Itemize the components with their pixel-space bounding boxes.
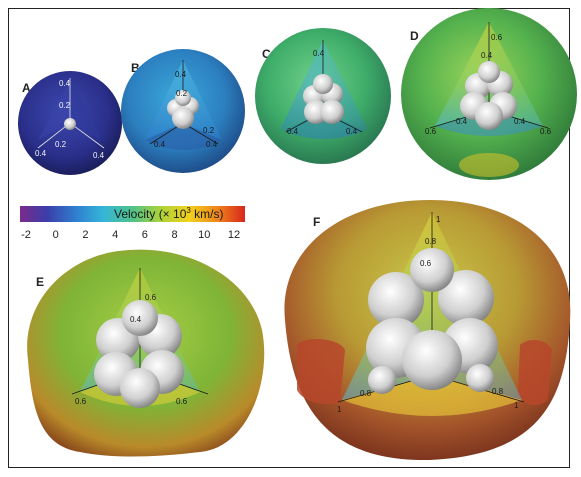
panel-a-ejecta (64, 118, 76, 130)
panel-b-label-1: 0.4 (175, 70, 187, 79)
panel-d-ejecta (460, 61, 517, 130)
panel-f-label-5: 0.8 (360, 389, 372, 398)
colorbar-tick-label: 12 (228, 229, 240, 241)
panel-c-label-3: 0.4 (346, 127, 358, 136)
colorbar-tick-label: 4 (112, 229, 118, 241)
panel-f: F 1 0.8 0.6 1 0.8 (284, 200, 571, 461)
panel-f-ejecta (366, 248, 498, 394)
panel-a-label-5: 0.4 (35, 149, 47, 158)
panel-c-label-2: 0.4 (287, 127, 299, 136)
panel-f-label-4: 1 (337, 405, 342, 414)
panel-d-label-4: 0.4 (456, 117, 468, 126)
panel-c: C 0.4 0.4 0.4 (255, 28, 391, 164)
colorbar-tick-label: 8 (172, 229, 178, 241)
panel-f-label-7: 1 (514, 401, 519, 410)
panel-a-label-1: 0.4 (59, 79, 71, 88)
panel-d-label-1: 0.6 (491, 33, 503, 42)
panel-e: E 0.6 0.4 0.6 0.6 (27, 249, 265, 457)
panel-e-ejecta (94, 300, 184, 408)
panel-b-letter: B (131, 61, 140, 75)
panel-a-label-3: 0.2 (55, 140, 67, 149)
panel-f-label-2: 0.8 (425, 237, 437, 246)
panel-b: B 0.4 0.2 0.4 0.2 0.4 (121, 49, 245, 173)
panel-e-label-3: 0.6 (75, 397, 87, 406)
panel-e-label-4: 0.6 (176, 397, 188, 406)
panel-d-label-6: 0.6 (540, 127, 552, 136)
colorbar-ticks: -2 0 2 4 6 8 10 12 (21, 229, 240, 241)
colorbar-tick-label: 10 (198, 229, 210, 241)
panel-d-hotspot (459, 153, 519, 177)
colorbar-tick-label: 0 (53, 229, 59, 241)
panel-f-label-3: 0.6 (420, 259, 432, 268)
panel-f-label-1: 1 (436, 215, 441, 224)
colorbar-tick-label: 6 (142, 229, 148, 241)
panel-f-notch-right (518, 339, 552, 406)
panel-e-label-2: 0.4 (130, 315, 142, 324)
colorbar-tick-label: -2 (21, 229, 31, 241)
panel-b-label-5: 0.4 (206, 140, 218, 149)
panel-f-letter: F (313, 215, 320, 229)
panel-a-label-2: 0.2 (59, 101, 71, 110)
panel-d-label-5: 0.4 (514, 117, 526, 126)
panel-a-wedge (38, 80, 70, 140)
panel-b-label-2: 0.2 (176, 89, 188, 98)
panel-c-letter: C (262, 47, 271, 61)
panel-b-label-4: 0.2 (203, 126, 215, 135)
panel-f-notch-left (297, 338, 345, 405)
colorbar-tick-label: 2 (82, 229, 88, 241)
panel-b-label-3: 0.4 (154, 140, 166, 149)
panel-e-letter: E (36, 275, 44, 289)
panel-a: A 0.4 0.2 0.2 0.4 0.4 (18, 71, 122, 175)
colorbar-gradient (20, 206, 245, 222)
figure-frame (8, 8, 570, 468)
panel-d-label-2: 0.4 (481, 51, 493, 60)
panel-d-label-3: 0.6 (425, 127, 437, 136)
panel-b-base (145, 123, 222, 150)
panel-c-base (282, 112, 366, 139)
panel-c-ejecta (303, 74, 344, 124)
panel-a-label-4: 0.4 (93, 151, 105, 160)
panel-b-ejecta (167, 90, 199, 129)
panel-f-label-6: 0.8 (492, 387, 504, 396)
panel-a-wedge-2 (70, 80, 102, 140)
panel-d-letter: D (410, 29, 419, 43)
colorbar: Velocity (× 103 km/s) -2 0 2 4 6 8 10 12 (20, 206, 245, 241)
panel-a-axes (37, 78, 105, 149)
panel-d: D 0.6 0.4 0.6 0.4 0.4 0.6 (401, 8, 577, 180)
panel-e-label-1: 0.6 (145, 293, 157, 302)
panel-a-letter: A (22, 81, 31, 95)
panel-c-label-1: 0.4 (313, 49, 325, 58)
colorbar-title: Velocity (× 103 km/s) (114, 206, 224, 221)
panel-f-base (342, 375, 522, 416)
